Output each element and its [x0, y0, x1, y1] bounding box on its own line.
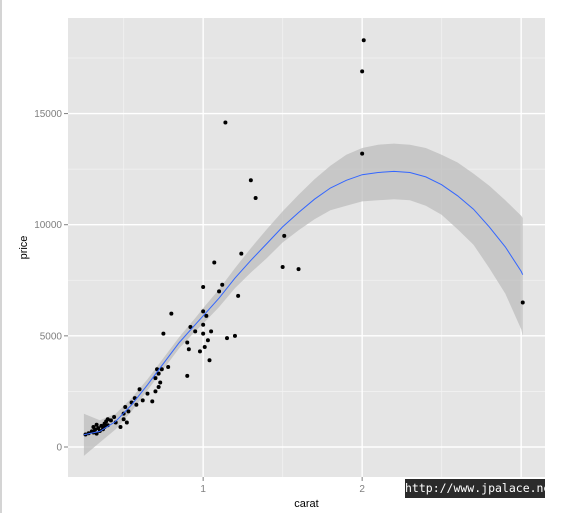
data-point [153, 376, 158, 381]
data-point [159, 367, 164, 372]
data-point [112, 414, 117, 419]
smooth-line [83, 170, 524, 436]
data-point [360, 69, 365, 74]
y-tick-label: 5000 [40, 331, 63, 342]
data-point [153, 389, 158, 394]
y-tick-label: 0 [56, 442, 62, 453]
plot-panel [68, 18, 545, 477]
data-point [207, 358, 212, 363]
data-point [137, 387, 142, 392]
data-point [280, 264, 285, 269]
data-point [239, 251, 244, 256]
data-point [124, 420, 129, 425]
data-point [282, 233, 287, 238]
data-point [140, 398, 145, 403]
y-tick-label: 10000 [34, 220, 62, 231]
data-point [361, 38, 366, 43]
data-point [156, 371, 161, 376]
x-tick-label: 1 [200, 484, 206, 495]
data-point [185, 373, 190, 378]
data-point [156, 384, 161, 389]
data-point [161, 331, 166, 336]
y-axis-title: price [18, 236, 30, 260]
data-point [121, 417, 126, 422]
data-point [201, 284, 206, 289]
data-point [193, 329, 198, 334]
data-point [204, 313, 209, 318]
data-point [202, 344, 207, 349]
data-point [205, 338, 210, 343]
data-point [94, 422, 99, 427]
data-point [360, 151, 365, 156]
data-point [105, 417, 110, 422]
data-point [145, 391, 150, 396]
data-point [186, 347, 191, 352]
data-point [134, 402, 139, 407]
data-point [118, 424, 123, 429]
data-point [220, 282, 225, 287]
data-point [188, 324, 193, 329]
data-point [126, 409, 131, 414]
data-point [209, 329, 214, 334]
x-axis-title: carat [294, 498, 318, 510]
data-point [225, 336, 229, 341]
data-point [232, 333, 237, 338]
data-point [201, 309, 206, 314]
data-point [223, 120, 228, 125]
data-point [520, 300, 525, 305]
data-point [123, 404, 128, 409]
data-point [93, 427, 98, 432]
data-point [212, 260, 217, 265]
data-point [158, 380, 163, 385]
data-point [236, 293, 241, 298]
window-edge [0, 0, 2, 513]
data-point [108, 418, 113, 423]
data-point [296, 267, 301, 272]
data-point [201, 331, 206, 336]
data-point [248, 178, 253, 183]
y-tick-label: 15000 [34, 109, 62, 120]
x-tick-label: 2 [359, 484, 365, 495]
data-point [99, 423, 104, 428]
watermark: http://www.jpalace.net [405, 479, 557, 498]
data-point [217, 289, 222, 294]
data-point [169, 311, 174, 316]
data-point [253, 196, 258, 201]
data-point [185, 340, 190, 345]
data-point [166, 364, 171, 369]
confidence-ribbon [83, 143, 523, 456]
data-point [201, 322, 206, 327]
data-point [150, 399, 155, 404]
data-point [197, 349, 202, 354]
